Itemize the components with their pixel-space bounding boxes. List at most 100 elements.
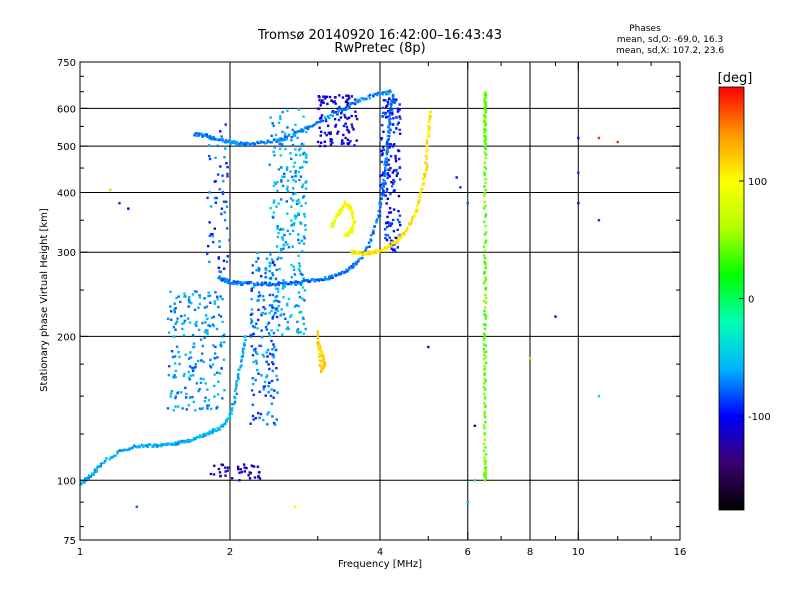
cloud-point bbox=[200, 359, 203, 362]
trace-point bbox=[484, 453, 488, 456]
cloud-point bbox=[271, 354, 274, 357]
trace-point bbox=[217, 427, 220, 430]
trace-point bbox=[401, 234, 404, 237]
cloud-point bbox=[226, 175, 229, 178]
trace-point bbox=[230, 412, 233, 416]
cloud-point bbox=[277, 324, 281, 327]
cloud-point bbox=[398, 103, 401, 106]
cloud-point bbox=[283, 244, 286, 247]
cloud-point bbox=[197, 306, 200, 309]
trace-point bbox=[296, 130, 300, 133]
cloud-point bbox=[275, 366, 278, 370]
trace-point bbox=[484, 215, 487, 218]
trace-point bbox=[312, 278, 315, 281]
trace-point bbox=[293, 133, 297, 136]
cloud-point bbox=[198, 302, 202, 306]
trace-point bbox=[330, 225, 334, 229]
trace-point bbox=[484, 204, 487, 208]
trace-point bbox=[296, 282, 300, 285]
cloud-point bbox=[268, 277, 271, 280]
trace-point bbox=[134, 445, 137, 449]
cloud-point bbox=[289, 170, 292, 173]
trace-point bbox=[351, 102, 354, 105]
trace-point bbox=[303, 279, 306, 283]
trace-point bbox=[367, 94, 370, 98]
cloud-point bbox=[391, 113, 394, 116]
trace-point bbox=[483, 397, 487, 400]
cloud-point bbox=[398, 115, 401, 118]
cloud-point bbox=[218, 270, 221, 273]
cloud-point bbox=[386, 234, 390, 237]
cloud-point bbox=[264, 312, 267, 315]
cloud-point bbox=[305, 130, 308, 134]
cloud-point bbox=[196, 359, 200, 363]
cloud-point bbox=[259, 344, 263, 348]
trace-point bbox=[349, 250, 353, 253]
trace-point bbox=[322, 366, 325, 369]
cloud-point bbox=[192, 342, 196, 345]
trace-point bbox=[349, 206, 352, 210]
cloud-point bbox=[261, 353, 265, 356]
trace-point bbox=[237, 376, 240, 380]
cloud-point bbox=[217, 380, 220, 383]
trace-point bbox=[376, 91, 380, 95]
trace-point bbox=[414, 211, 417, 214]
trace-point bbox=[327, 278, 331, 281]
cloud-point bbox=[170, 390, 174, 393]
cloud-point bbox=[334, 102, 337, 105]
trace-point bbox=[484, 153, 488, 156]
cloud-point bbox=[316, 107, 320, 110]
trace-point bbox=[234, 387, 238, 390]
cloud-point bbox=[208, 294, 212, 297]
cloud-point bbox=[286, 243, 289, 246]
cloud-point bbox=[199, 381, 203, 384]
trace-point bbox=[484, 239, 488, 242]
cloud-point bbox=[292, 265, 296, 269]
trace-point bbox=[228, 414, 232, 417]
cloud-point bbox=[385, 190, 389, 193]
cloud-point bbox=[219, 165, 222, 168]
trace-point bbox=[482, 323, 486, 326]
cloud-point bbox=[293, 305, 297, 308]
cloud-point bbox=[264, 267, 268, 270]
cloud-point bbox=[239, 468, 242, 471]
trace-point bbox=[195, 131, 198, 135]
trace-point bbox=[268, 281, 271, 285]
trace-point bbox=[484, 93, 488, 97]
cloud-point bbox=[272, 331, 276, 335]
cloud-point bbox=[384, 99, 387, 102]
trace-point bbox=[374, 251, 377, 254]
trace-point bbox=[378, 249, 382, 252]
trace-point bbox=[355, 262, 358, 266]
trace-point bbox=[227, 279, 231, 282]
cloud-point bbox=[336, 132, 339, 135]
trace-point bbox=[483, 479, 487, 482]
scatter-point bbox=[597, 394, 601, 398]
trace-point bbox=[484, 188, 487, 192]
trace-point bbox=[344, 108, 347, 111]
cloud-point bbox=[187, 376, 191, 379]
trace-point bbox=[384, 173, 388, 176]
trace-point bbox=[386, 146, 389, 149]
cloud-point bbox=[260, 374, 263, 377]
cloud-point bbox=[350, 114, 353, 118]
cloud-point bbox=[208, 364, 212, 367]
cloud-point bbox=[298, 262, 301, 265]
trace-point bbox=[360, 97, 363, 100]
cloud-point bbox=[209, 301, 212, 304]
cloud-point bbox=[328, 132, 332, 136]
cloud-point bbox=[256, 327, 259, 330]
cloud-point bbox=[225, 260, 229, 264]
cloud-point bbox=[286, 302, 289, 305]
cloud-point bbox=[384, 236, 387, 240]
cloud-point bbox=[253, 325, 256, 329]
trace-point bbox=[239, 360, 243, 363]
cloud-point bbox=[206, 332, 209, 336]
trace-point bbox=[388, 245, 391, 249]
cloud-point bbox=[270, 258, 274, 261]
cloud-point bbox=[221, 463, 224, 466]
trace-point bbox=[483, 367, 487, 370]
y-axis-label: Stationary phase Virtual Height [km] bbox=[39, 208, 50, 392]
cloud-point bbox=[339, 116, 343, 119]
cloud-point bbox=[352, 128, 355, 131]
